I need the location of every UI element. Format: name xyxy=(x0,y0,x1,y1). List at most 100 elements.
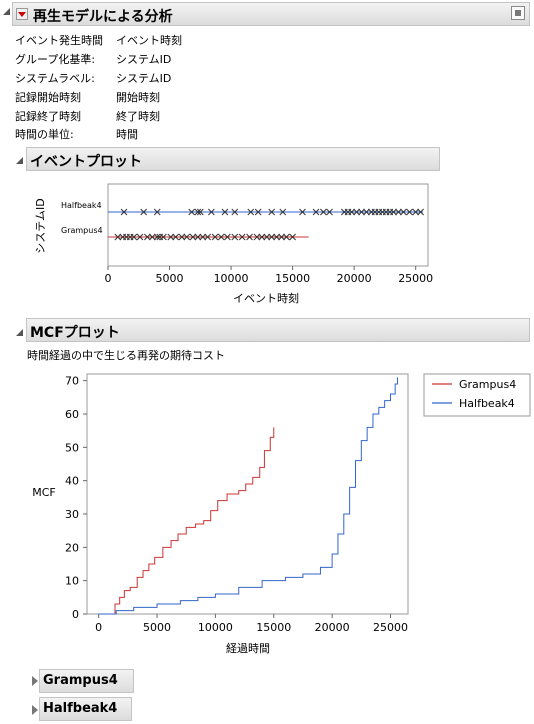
event-plot-header[interactable]: イベントプロット xyxy=(26,147,440,171)
event-mark xyxy=(283,233,290,241)
mcf-y-tick-label: 0 xyxy=(72,608,79,621)
event-x-tick-label: 25000 xyxy=(398,272,433,285)
mcf-x-tick-label: 5000 xyxy=(143,621,171,634)
report-header[interactable]: 再生モデルによる分析 xyxy=(12,2,530,26)
event-plot-collapse-toggle[interactable] xyxy=(16,157,23,164)
event-mark xyxy=(358,208,365,216)
mcf-y-tick-label: 40 xyxy=(65,475,79,488)
event-mark xyxy=(196,208,204,216)
event-mark xyxy=(153,208,161,216)
field-key-system-label: システムラベル: xyxy=(15,72,95,85)
field-key-group-by: グループ化基準: xyxy=(15,53,96,66)
event-mark xyxy=(258,233,266,241)
event-mark xyxy=(189,233,197,241)
event-mark xyxy=(299,208,306,216)
event-x-tick-label: 0 xyxy=(105,272,112,285)
mcf-x-tick-label: 25000 xyxy=(373,621,408,634)
event-mark xyxy=(120,208,128,216)
event-mark xyxy=(279,208,287,216)
event-mark xyxy=(144,233,151,241)
event-x-tick-label: 10000 xyxy=(214,272,249,285)
event-mark xyxy=(231,208,239,216)
mcf-plot-header[interactable]: MCFプロット xyxy=(26,318,530,342)
red-menu-icon[interactable] xyxy=(16,8,28,20)
event-mark xyxy=(278,233,285,241)
event-plot-xlabel: イベント時刻 xyxy=(233,291,299,305)
event-mark xyxy=(253,233,261,241)
event-mark xyxy=(417,208,424,216)
event-x-tick-label: 20000 xyxy=(337,272,372,285)
halfbeak-section-title: Halfbeak4 xyxy=(43,701,118,716)
event-mark xyxy=(326,208,333,216)
event-mark xyxy=(114,233,122,241)
event-mark xyxy=(400,208,407,216)
mcf-x-tick-label: 20000 xyxy=(315,621,350,634)
event-mark xyxy=(231,233,239,241)
event-mark xyxy=(247,208,255,216)
mcf-x-tick-label: 0 xyxy=(95,621,102,634)
event-mark xyxy=(136,233,144,241)
event-x-tick-label: 5000 xyxy=(156,272,184,285)
mcf-y-tick-label: 20 xyxy=(65,541,79,554)
report-collapse-toggle[interactable] xyxy=(3,8,10,15)
event-mark xyxy=(390,208,397,216)
halfbeak-section-header[interactable]: Halfbeak4 xyxy=(39,697,132,721)
pin-icon[interactable] xyxy=(511,6,525,20)
event-plot-label-halfbeak: Halfbeak4 xyxy=(61,201,102,210)
event-mark xyxy=(140,208,148,216)
event-mark xyxy=(208,208,215,216)
grampus-section-header[interactable]: Grampus4 xyxy=(39,669,134,693)
event-plot-x-ticks: 0 5000 10000 15000 20000 25000 xyxy=(105,266,433,285)
field-value-group-by: システムID xyxy=(116,53,172,66)
mcf-plot-subtitle: 時間経過の中で生じる再発の期待コスト xyxy=(27,349,225,362)
mcf-y-tick-label: 50 xyxy=(65,441,79,454)
event-mark xyxy=(363,208,370,216)
event-plot-marks xyxy=(108,208,424,241)
field-value-end: 終了時刻 xyxy=(116,110,160,123)
event-mark xyxy=(188,208,196,216)
event-mark xyxy=(130,233,138,241)
event-plot: システムID Halfbeak4 Grampus4 イベント時刻 0 5000 10… xyxy=(34,183,433,305)
field-key-event-time: イベント発生時間 xyxy=(15,34,103,47)
mcf-plot-frame xyxy=(86,373,409,615)
field-value-unit: 時間 xyxy=(116,128,138,141)
event-plot-title: イベントプロット xyxy=(30,154,142,170)
event-mark xyxy=(194,233,202,241)
event-mark xyxy=(289,233,296,241)
event-mark xyxy=(268,233,276,241)
event-mark xyxy=(172,233,180,241)
mcf-legend-label-halfbeak: Halfbeak4 xyxy=(459,397,515,410)
field-value-system-label: システムID xyxy=(116,72,172,85)
event-mark xyxy=(194,208,202,216)
mcf-plot-collapse-toggle[interactable] xyxy=(16,329,23,336)
halfbeak-section-toggle[interactable] xyxy=(32,705,38,715)
event-mark xyxy=(246,233,253,241)
mcf-plot-lines xyxy=(98,377,398,615)
mcf-line-halfbeak4 xyxy=(98,377,398,615)
grampus-section-title: Grampus4 xyxy=(43,673,118,688)
event-mark xyxy=(254,208,262,216)
event-mark xyxy=(348,208,356,216)
mcf-y-tick-label: 10 xyxy=(65,575,79,588)
event-mark xyxy=(204,233,212,241)
event-mark xyxy=(199,233,207,241)
event-mark xyxy=(406,208,413,216)
grampus-section-toggle[interactable] xyxy=(32,676,38,686)
mcf-legend-box xyxy=(423,373,531,417)
event-mark xyxy=(353,208,360,216)
field-value-event-time: イベント時刻 xyxy=(116,34,182,47)
event-plot-label-grampus: Grampus4 xyxy=(61,226,103,235)
event-mark xyxy=(167,233,175,241)
event-mark xyxy=(238,233,246,241)
event-mark xyxy=(211,233,219,241)
mcf-y-tick-label: 70 xyxy=(65,375,79,388)
mcf-y-tick-label: 60 xyxy=(65,408,79,421)
event-mark xyxy=(268,208,276,216)
event-mark xyxy=(412,208,420,216)
mcf-x-tick-label: 15000 xyxy=(256,621,291,634)
event-mark xyxy=(217,233,225,241)
event-mark xyxy=(320,208,327,216)
event-mark xyxy=(263,233,271,241)
event-x-tick-label: 15000 xyxy=(275,272,310,285)
event-plot-frame xyxy=(107,183,429,267)
